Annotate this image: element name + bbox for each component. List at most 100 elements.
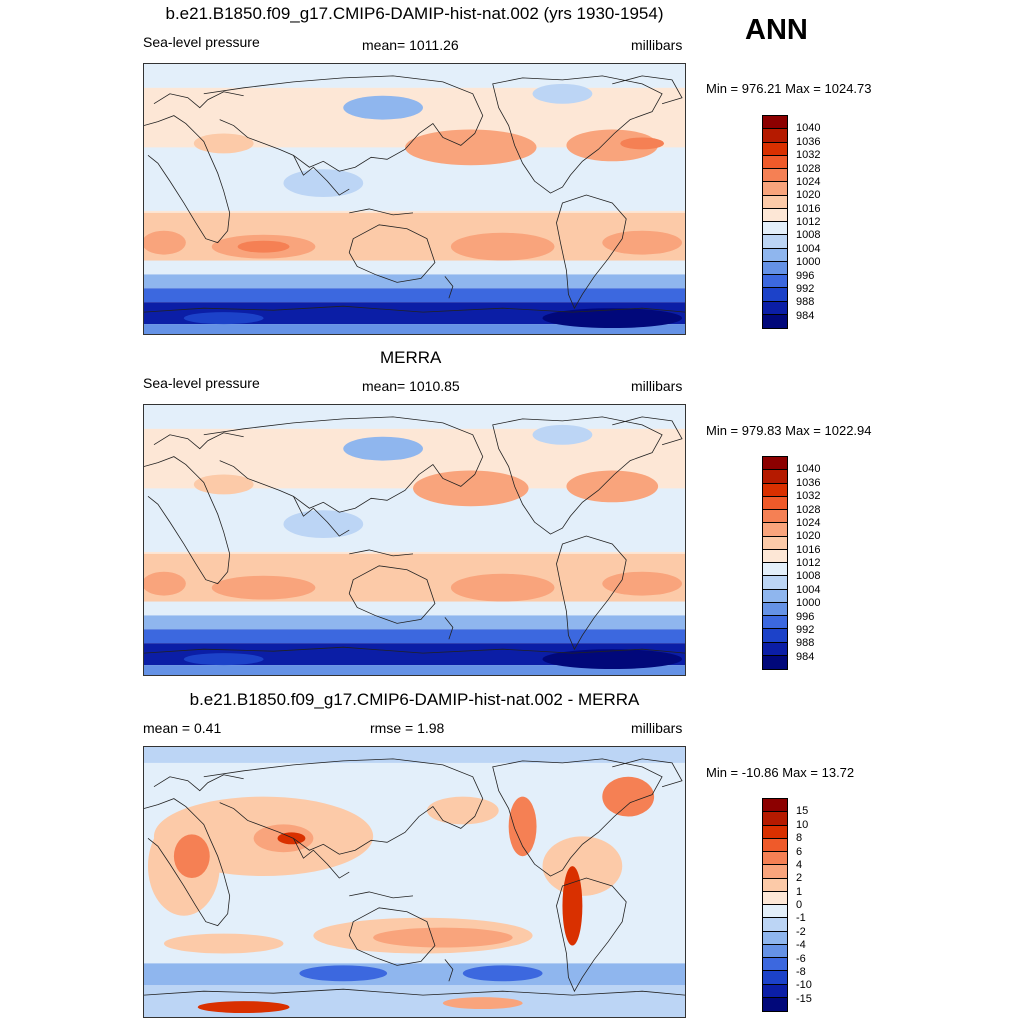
colorbar-swatch (763, 510, 787, 524)
colorbar-swatch (763, 971, 787, 985)
diff-mean-label: mean = 0.41 (143, 720, 222, 736)
pressure-band (144, 601, 685, 618)
pressure-band (144, 553, 685, 604)
pressure-band (144, 405, 685, 429)
colorbar-tick-label: 15 (796, 805, 809, 818)
monsoon-low (283, 510, 364, 539)
positive-anomaly (373, 927, 513, 948)
map-field (144, 405, 685, 675)
coastline (144, 305, 685, 313)
colorbar-tick-label: 8 (796, 832, 803, 845)
south-atlantic-high (602, 230, 683, 255)
minmax-label: Min = -10.86 Max = 13.72 (706, 765, 855, 780)
map-field (144, 747, 685, 1017)
season-label: ANN (745, 14, 808, 46)
low-cell (542, 649, 683, 670)
coastline (144, 988, 685, 996)
andes-anomaly (562, 866, 583, 946)
africa-anomaly-core (173, 834, 210, 879)
coastline (203, 75, 484, 172)
south-atlantic-high-west (144, 230, 186, 255)
colorbar-swatch (763, 182, 787, 196)
low-cell (542, 308, 683, 329)
colorbar-swatch (763, 997, 787, 1011)
panel-title: b.e21.B1850.f09_g17.CMIP6-DAMIP-hist-nat… (165, 4, 664, 23)
colorbar-swatch (763, 314, 787, 328)
colorbar-swatch (763, 288, 787, 302)
colorbar-swatch (763, 838, 787, 852)
aleutian-low (343, 436, 423, 461)
coastline (492, 758, 663, 877)
aleutian-low (343, 95, 423, 120)
colorbar-swatch (763, 275, 787, 289)
high-cell (193, 474, 254, 495)
colorbar-swatch (763, 261, 787, 275)
colorbar-tick-label: 1028 (796, 162, 821, 175)
coastline (556, 877, 627, 993)
pressure-band (144, 260, 685, 277)
low-cell (183, 653, 264, 666)
colorbar-swatch (763, 470, 787, 484)
colorbar-swatch (763, 878, 787, 892)
pressure-band (144, 64, 685, 88)
colorbar-swatch (763, 984, 787, 998)
coastline (153, 432, 244, 450)
minmax-label: Min = 979.83 Max = 1022.94 (706, 423, 872, 438)
colorbar-swatch (763, 918, 787, 932)
colorbar-tick-label: 988 (796, 296, 815, 309)
colorbar-tick-label: 1028 (796, 503, 821, 516)
colorbar-tick-label: 1004 (796, 583, 821, 596)
colorbar-tick-label: 1032 (796, 490, 821, 503)
colorbar-swatch (763, 142, 787, 156)
panel-title: b.e21.B1850.f09_g17.CMIP6-DAMIP-hist-nat… (189, 690, 640, 709)
colorbar-swatch (763, 195, 787, 209)
colorbar-tick-label: 1012 (796, 216, 821, 228)
high-core (237, 240, 290, 253)
coastline (153, 774, 244, 792)
colorbar-swatch (763, 129, 787, 143)
colorbar-swatch (763, 496, 787, 510)
colorbar-swatch (763, 222, 787, 236)
slp-map-obs (143, 404, 686, 676)
colorbar-swatch (763, 602, 787, 616)
colorbar-swatch (763, 642, 787, 656)
rmse-label: rmse = 1.98 (370, 720, 445, 736)
units-label: millibars (631, 37, 683, 53)
colorbar-swatch (763, 812, 787, 826)
colorbar-tick-label: 1 (796, 885, 803, 898)
positive-anomaly (163, 933, 284, 954)
colorbar-tick-label: 996 (796, 269, 815, 282)
coastline (556, 535, 627, 651)
colorbar-swatch (763, 931, 787, 945)
colorbar-tick-label: 1020 (796, 189, 821, 202)
colorbar-tick-label: 1036 (796, 135, 821, 148)
coastline (612, 75, 683, 105)
colorbar-tick-label: 988 (796, 637, 815, 650)
colorbar-tick-label: 1012 (796, 557, 821, 569)
colorbar-tick-label: 2 (796, 872, 803, 885)
coastline (348, 565, 436, 624)
variable-label: Sea-level pressure (143, 34, 260, 50)
colorbar-swatch (763, 523, 787, 537)
coastline (444, 276, 454, 299)
high-core (620, 137, 665, 150)
colorbar-tick-label: 1004 (796, 242, 821, 255)
colorbar-tick-label: 1008 (796, 229, 821, 242)
tibet-anomaly (277, 832, 306, 845)
colorbar-swatch (763, 944, 787, 958)
pressure-band (144, 212, 685, 263)
colorbar-tick-label: -4 (796, 939, 806, 952)
colorbar-tick-label: 1032 (796, 149, 821, 162)
colorbar-swatch (763, 536, 787, 550)
colorbar-swatch (763, 563, 787, 577)
colorbar-swatch (763, 825, 787, 839)
coastline (348, 907, 436, 966)
colorbar (762, 115, 788, 329)
pressure-band (144, 615, 685, 630)
atlantic-high (566, 470, 659, 503)
coastline (203, 416, 484, 513)
colorbar-tick-label: 1008 (796, 570, 821, 583)
coastline (349, 208, 414, 216)
pressure-band (144, 665, 685, 675)
coastline (293, 496, 350, 537)
